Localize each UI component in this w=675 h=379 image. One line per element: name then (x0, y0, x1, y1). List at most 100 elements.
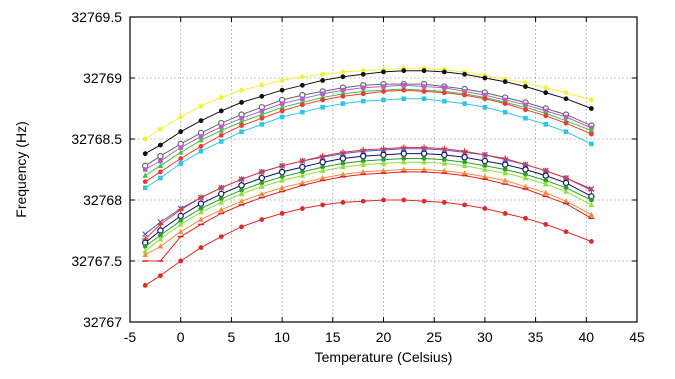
data-point (157, 152, 164, 160)
data-point (481, 151, 488, 158)
data-point (523, 107, 528, 113)
data-point (157, 227, 164, 234)
data-point (339, 155, 347, 162)
data-point (502, 170, 508, 176)
data-point (563, 120, 569, 126)
data-point (360, 161, 367, 167)
data-point (522, 183, 529, 189)
y-axis-label: Frequency (Hz) (13, 121, 29, 217)
data-point (502, 101, 508, 107)
data-point (218, 199, 225, 205)
data-point (542, 172, 549, 179)
data-point (259, 111, 265, 117)
data-point (178, 161, 183, 166)
data-point (279, 87, 285, 93)
series-line (144, 147, 592, 240)
data-point (278, 168, 286, 176)
data-point (299, 206, 305, 211)
x-tick-label: -5 (124, 329, 137, 345)
data-point (588, 97, 594, 103)
data-point (360, 68, 366, 74)
data-point (441, 90, 447, 96)
data-point (259, 108, 265, 114)
data-point (502, 155, 509, 162)
data-point (563, 188, 569, 194)
series-9 (142, 144, 595, 243)
data-point (421, 166, 427, 172)
data-point (258, 168, 265, 175)
data-point (178, 129, 184, 135)
data-point (279, 211, 285, 216)
data-point (239, 100, 244, 105)
data-point (259, 217, 265, 222)
data-point (482, 173, 488, 180)
data-point (238, 182, 245, 189)
data-point (178, 156, 184, 161)
data-point (279, 184, 285, 190)
data-point (177, 212, 184, 220)
data-point (340, 87, 346, 93)
ticks: -5 0 5 10 15 20 25 30 35 40 45 32767 32767.5 32768 327… (71, 9, 645, 345)
data-point (320, 97, 326, 103)
data-point (319, 167, 326, 173)
data-point (563, 90, 569, 96)
data-point (360, 146, 367, 153)
data-point (238, 198, 245, 204)
data-point (421, 198, 427, 204)
data-point (442, 85, 447, 91)
data-point (482, 104, 488, 110)
data-point (543, 122, 549, 127)
x-tick-label: 30 (477, 329, 493, 345)
x-tick-label: 40 (579, 329, 595, 345)
data-point (158, 175, 163, 181)
data-point (198, 245, 204, 250)
data-point (158, 169, 163, 175)
data-point (588, 197, 594, 203)
data-point (462, 159, 468, 165)
data-point (441, 151, 448, 159)
data-point (340, 200, 346, 205)
data-point (400, 150, 407, 157)
data-point (380, 160, 387, 166)
data-point (142, 167, 148, 172)
data-point (300, 96, 305, 102)
data-point (320, 164, 326, 170)
data-point (198, 137, 204, 143)
data-point (421, 159, 427, 165)
data-point (588, 239, 594, 244)
data-point (142, 136, 148, 142)
data-point (401, 87, 407, 93)
data-point (299, 102, 305, 108)
data-point (401, 197, 407, 203)
data-point (360, 91, 366, 97)
data-point (239, 123, 244, 128)
data-point (563, 129, 569, 134)
data-point (563, 96, 569, 102)
y-tick-label: 32768 (83, 192, 122, 208)
data-point (218, 206, 225, 212)
data-point (198, 209, 204, 215)
data-point (441, 145, 448, 152)
data-point (360, 85, 366, 91)
data-point (279, 162, 286, 169)
data-point (142, 251, 149, 258)
data-point (501, 161, 509, 168)
data-point (198, 206, 204, 211)
data-point (142, 243, 148, 249)
series-13 (142, 166, 595, 258)
data-point (360, 158, 366, 164)
data-point (381, 197, 386, 203)
data-point (482, 96, 488, 102)
series-2 (142, 68, 594, 157)
data-point (543, 222, 549, 227)
x-tick-label: 15 (325, 329, 341, 345)
data-point (320, 91, 325, 97)
x-axis-label: Temperature (Celsius) (315, 349, 453, 365)
data-point (279, 78, 285, 83)
data-point (542, 189, 549, 195)
data-point (320, 78, 326, 83)
data-point (523, 115, 528, 121)
data-point (401, 156, 407, 161)
data-point (482, 166, 488, 172)
